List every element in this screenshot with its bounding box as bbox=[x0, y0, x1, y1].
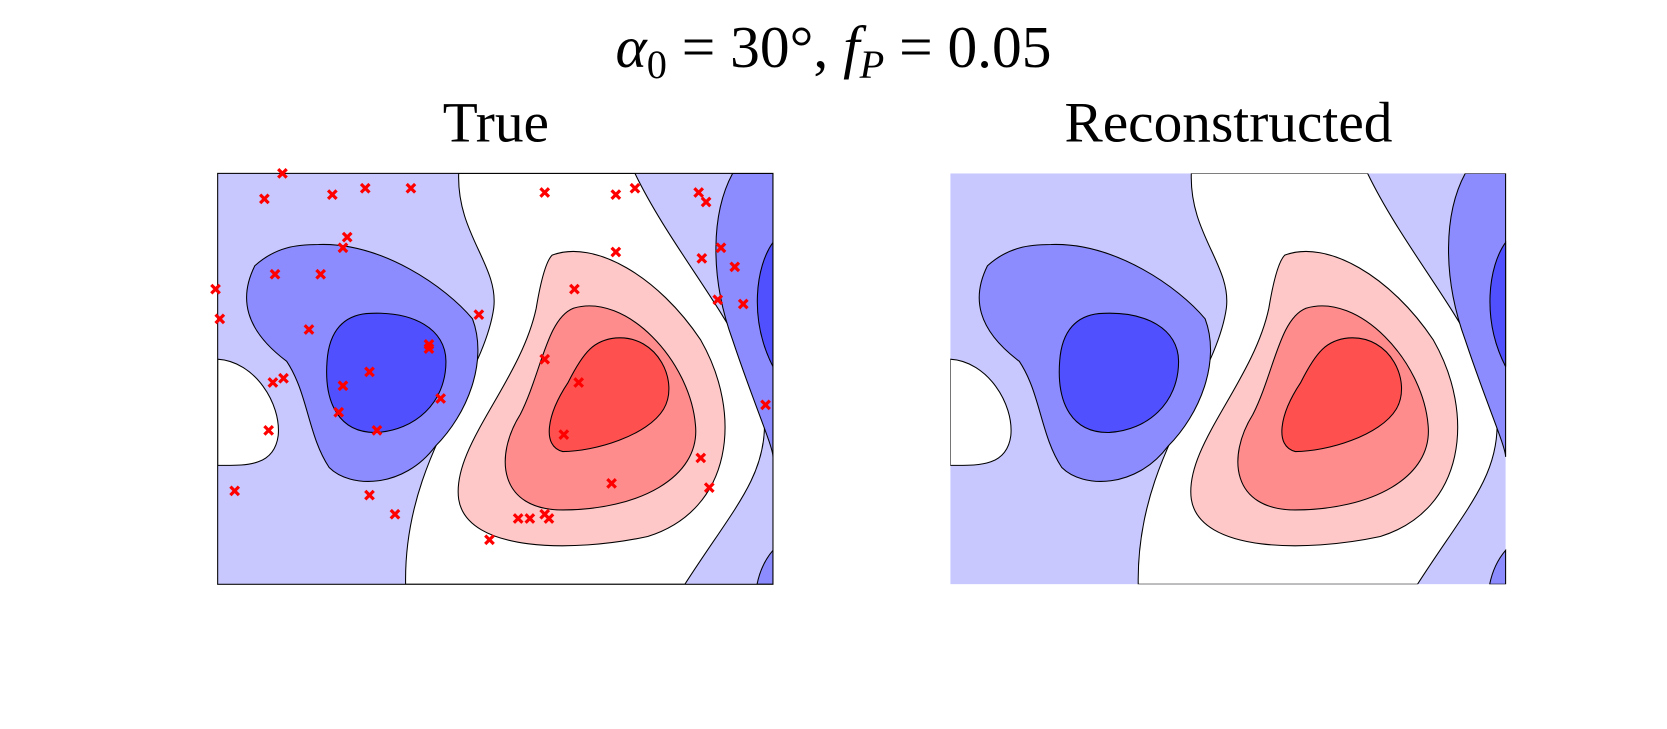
sensor-marker bbox=[558, 429, 570, 440]
sensor-marker bbox=[693, 187, 705, 198]
sensor-marker bbox=[269, 268, 281, 280]
title-part: = 0.05 bbox=[884, 14, 1051, 80]
panel-title: True bbox=[443, 92, 549, 155]
sensor-marker bbox=[703, 482, 715, 494]
panel-title: Reconstructed bbox=[1065, 92, 1393, 155]
sensor-marker bbox=[277, 168, 288, 179]
sensor-marker bbox=[210, 283, 221, 295]
sensor-marker bbox=[405, 182, 417, 194]
sensor-marker bbox=[696, 252, 708, 264]
sensor-marker bbox=[229, 485, 241, 497]
sensor-marker bbox=[737, 298, 749, 310]
sensor-marker bbox=[263, 424, 275, 436]
title-part: = 30°, bbox=[667, 14, 843, 80]
sensor-marker bbox=[278, 372, 289, 384]
sensor-marker bbox=[364, 489, 375, 501]
sensor-marker bbox=[524, 513, 536, 524]
sensor-markers bbox=[210, 168, 771, 546]
sensor-marker bbox=[267, 377, 279, 388]
title-part: α bbox=[616, 14, 649, 80]
sensor-marker bbox=[539, 187, 551, 198]
sensor-marker bbox=[259, 193, 270, 205]
sensor-marker bbox=[629, 182, 641, 194]
title-part: P bbox=[859, 42, 885, 87]
sensor-marker bbox=[326, 189, 338, 200]
sensor-marker bbox=[700, 196, 712, 208]
sensor-marker bbox=[214, 313, 226, 325]
sensor-marker bbox=[606, 478, 617, 489]
sensor-marker bbox=[371, 424, 383, 436]
reconstructed-field bbox=[950, 173, 1507, 585]
title-part: 0 bbox=[647, 42, 667, 87]
sensor-marker bbox=[760, 399, 771, 411]
sensor-marker bbox=[610, 246, 622, 258]
sensor-marker bbox=[435, 393, 447, 404]
sensor-marker bbox=[484, 534, 495, 546]
sensor-marker bbox=[473, 309, 485, 320]
sensor-marker bbox=[695, 452, 707, 464]
sensor-marker bbox=[569, 283, 580, 295]
sensor-marker bbox=[341, 231, 353, 243]
sensor-marker bbox=[539, 353, 551, 365]
sensor-marker bbox=[315, 268, 327, 280]
panel-frame bbox=[217, 172, 774, 585]
sensor-marker bbox=[359, 182, 371, 194]
sensor-marker bbox=[712, 294, 724, 306]
figure-title: α0 = 30°, fP = 0.05 bbox=[616, 14, 1052, 87]
sensor-marker bbox=[729, 261, 741, 273]
sensor-marker bbox=[610, 189, 622, 200]
sensor-marker bbox=[389, 508, 401, 520]
sensor-marker bbox=[337, 380, 349, 392]
true-field bbox=[217, 173, 773, 585]
sensor-marker bbox=[303, 324, 315, 335]
sensor-marker bbox=[364, 366, 375, 378]
sensor-marker bbox=[333, 406, 345, 418]
sensor-marker bbox=[543, 513, 555, 524]
sensor-marker bbox=[512, 513, 524, 524]
sensor-marker bbox=[423, 343, 435, 354]
sensor-marker bbox=[573, 377, 585, 388]
sensor-marker bbox=[715, 242, 727, 254]
sensor-marker bbox=[337, 242, 349, 254]
